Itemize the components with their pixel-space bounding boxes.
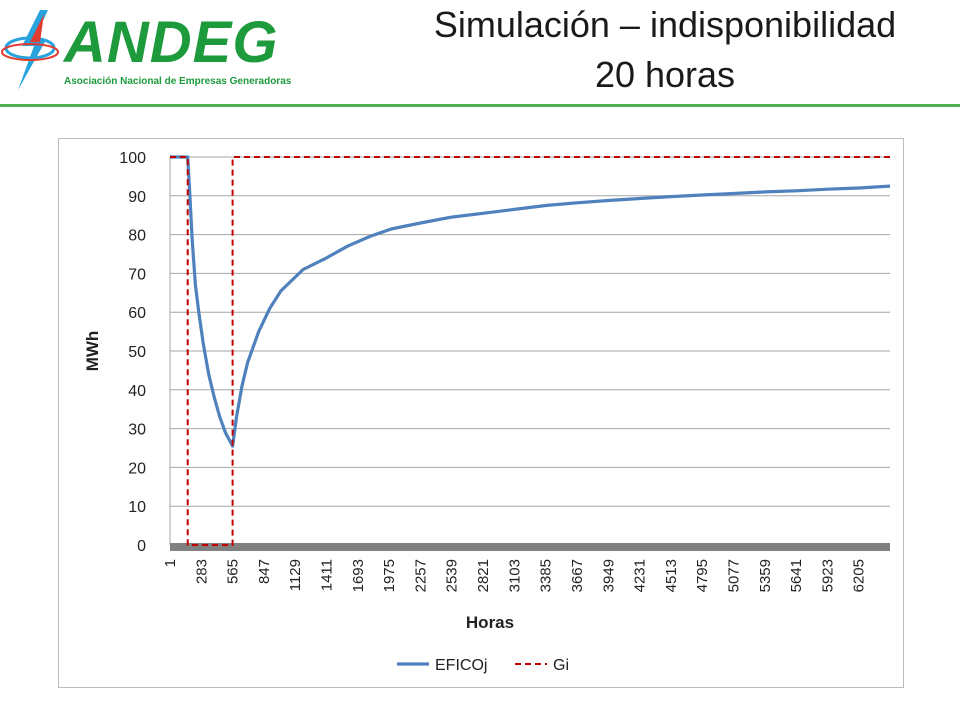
header-divider — [0, 104, 960, 107]
y-tick-label: 20 — [128, 460, 146, 477]
x-tick-label: 1693 — [350, 559, 367, 592]
title-line-2: 20 horas — [594, 54, 736, 95]
x-tick-label: 847 — [256, 559, 273, 584]
y-tick-label: 0 — [137, 538, 146, 555]
x-tick-label: 3667 — [569, 559, 586, 592]
legend: EFICOj Gi — [397, 657, 569, 674]
x-tick-label: 3103 — [506, 559, 523, 592]
logo-subtitle: Asociación Nacional de Empresas Generado… — [64, 76, 292, 87]
slide-title: Simulación – indisponibilidad 20 horas — [360, 0, 960, 100]
y-tick-label: 90 — [128, 189, 146, 206]
x-tick-label: 565 — [225, 559, 242, 584]
x-tick-label: 1975 — [381, 559, 398, 592]
chart-frame — [58, 138, 904, 688]
andeg-logo: ANDEG Asociación Nacional de Empresas Ge… — [0, 0, 310, 100]
x-tick-label: 5359 — [757, 559, 774, 592]
x-tick-label: 283 — [193, 559, 210, 584]
x-tick-label: 4513 — [663, 559, 680, 592]
series-line-eficoj — [170, 155, 891, 448]
x-axis-ticks: 1 283 565 847 1129 1411 1693 1975 2257 2539 2821 31… — [162, 559, 868, 592]
x-tick-label: 6205 — [851, 559, 868, 592]
legend-label: EFICOj — [435, 657, 487, 674]
title-line-1: Simulación – indisponibilidad — [433, 4, 897, 45]
x-tick-label: 5077 — [725, 559, 742, 592]
x-tick-label: 3385 — [538, 559, 555, 592]
y-axis-title: MWh — [83, 331, 102, 372]
grid-lines — [169, 156, 890, 551]
y-tick-label: 80 — [128, 228, 146, 245]
x-tick-label: 3949 — [600, 559, 617, 592]
x-tick-label: 2539 — [444, 559, 461, 592]
x-tick-label: 5923 — [819, 559, 836, 592]
y-tick-label: 70 — [128, 266, 146, 283]
x-tick-label: 1 — [162, 559, 179, 567]
logo-wordmark: ANDEG — [64, 10, 279, 75]
y-tick-label: 60 — [128, 305, 146, 322]
x-axis-baseline — [170, 543, 890, 551]
y-tick-label: 10 — [128, 499, 146, 516]
y-tick-label: 30 — [128, 422, 146, 439]
x-tick-label: 2821 — [475, 559, 492, 592]
x-tick-label: 1411 — [319, 559, 336, 591]
legend-label: Gi — [553, 657, 569, 674]
series-group — [170, 155, 891, 546]
x-tick-label: 4231 — [632, 559, 649, 592]
x-tick-label: 2257 — [412, 559, 429, 592]
x-tick-label: 4795 — [694, 559, 711, 592]
x-tick-label: 5641 — [788, 559, 805, 592]
y-tick-label: 100 — [119, 150, 146, 167]
y-tick-label: 50 — [128, 344, 146, 361]
y-tick-label: 40 — [128, 383, 146, 400]
y-axis-ticks: 0 10 20 30 40 50 60 70 80 90 100 — [119, 150, 146, 555]
lightning-bolt-icon — [1, 10, 59, 90]
series-line-gi — [170, 156, 890, 546]
x-tick-label: 1129 — [287, 559, 304, 591]
x-axis-title: Horas — [466, 613, 514, 632]
